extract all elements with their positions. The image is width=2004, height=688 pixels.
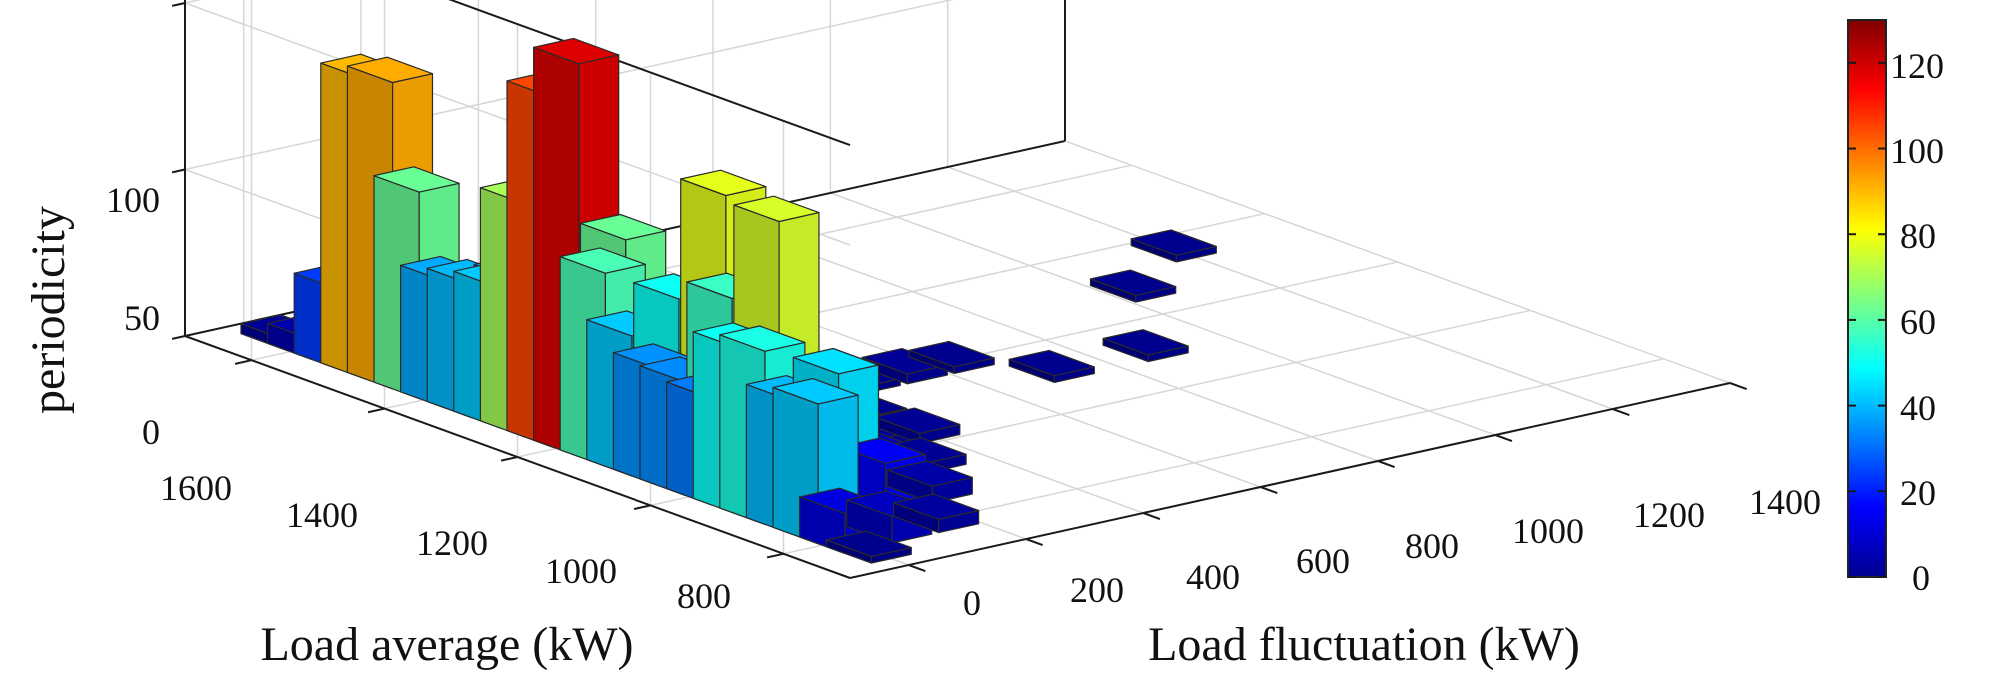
bar	[825, 530, 912, 564]
bar-top-face	[825, 530, 912, 558]
z-axis: 0 50 100 periodicity	[22, 180, 160, 452]
bars-group	[240, 37, 1217, 564]
bar	[908, 340, 995, 374]
bar	[874, 407, 961, 444]
bar-top-face	[908, 340, 995, 368]
bar	[892, 493, 980, 534]
colorbar-tick-label: 40	[1900, 388, 1936, 428]
colorbar-tick-label: 20	[1900, 473, 1936, 513]
x-axis-title: Load fluctuation (kW)	[1148, 618, 1580, 671]
bar-top-face	[579, 213, 667, 241]
bar	[886, 460, 973, 504]
colorbar-tick-label: 60	[1900, 302, 1936, 342]
bar-top-face	[1102, 329, 1189, 356]
box-edge	[448, 0, 851, 147]
z-tick-label: 0	[142, 412, 160, 452]
bar-top-face	[373, 166, 460, 193]
x-axis: 0 200 400 600 800 1000 1200 1400 Load fl…	[963, 482, 1821, 671]
z-tick-label: 100	[106, 180, 160, 220]
colorbar-tick-label: 0	[1912, 558, 1930, 598]
y-tick-label: 1000	[545, 551, 617, 591]
y-tick-label: 1400	[286, 495, 358, 535]
x-tick	[1612, 408, 1630, 416]
y-axis: 1600 1400 1200 1000 800 Load average (kW…	[160, 468, 731, 671]
z-axis-title: periodicity	[22, 206, 75, 414]
colorbar-gradient	[1847, 19, 1887, 578]
bar-top-face	[532, 37, 620, 65]
bar	[1008, 349, 1095, 383]
bar-top-face	[719, 325, 806, 352]
bar-top-face	[792, 347, 880, 375]
bar-top-face	[1130, 229, 1217, 256]
z-tick	[171, 2, 186, 7]
bar-top-face	[1008, 349, 1095, 377]
y-tick-label: 1600	[160, 468, 232, 508]
x-tick-label: 600	[1296, 541, 1350, 581]
bar-top-face	[733, 195, 820, 223]
colorbar: 0 20 40 60 80 100 120	[1847, 19, 1944, 598]
bar	[1102, 329, 1189, 363]
x-tick	[1025, 538, 1043, 546]
bar-top-face	[772, 378, 859, 405]
x-tick	[1494, 434, 1513, 442]
x-tick-label: 0	[963, 583, 981, 623]
y-tick-label: 800	[677, 576, 731, 616]
x-tick	[1142, 512, 1161, 520]
z-tick-label: 50	[124, 298, 160, 338]
x-tick-label: 1400	[1749, 482, 1821, 522]
colorbar-tick-label: 120	[1890, 46, 1944, 86]
y-tick	[633, 504, 651, 511]
y-tick	[367, 407, 385, 414]
x-tick-label: 400	[1186, 557, 1240, 597]
bar-top-face	[892, 493, 980, 520]
y-tick-label: 1200	[416, 523, 488, 563]
axis-line-x	[849, 382, 1731, 579]
x-tick	[1377, 460, 1395, 468]
colorbar-ticks	[1848, 61, 1886, 578]
colorbar-tick-label: 100	[1890, 131, 1944, 171]
x-tick-label: 800	[1405, 526, 1459, 566]
grid-line	[184, 0, 954, 171]
x-tick	[1260, 486, 1278, 494]
bar-top-face	[559, 247, 646, 274]
grid-line	[184, 0, 203, 4]
bar-top-face	[1089, 269, 1177, 296]
bar-top-face	[680, 169, 767, 197]
x-tick-label: 1200	[1633, 495, 1705, 535]
x-tick-label: 200	[1070, 570, 1124, 610]
z-tick	[171, 168, 186, 174]
y-axis-title: Load average (kW)	[260, 618, 633, 671]
z-tick	[171, 335, 186, 340]
x-tick-label: 1000	[1512, 511, 1584, 551]
y-tick	[234, 359, 252, 365]
bar	[1130, 229, 1217, 263]
bar-top-face	[861, 348, 948, 375]
bar-top-face	[886, 460, 973, 487]
bar	[1089, 269, 1177, 303]
bar-top-face	[346, 56, 434, 84]
x-tick	[1729, 382, 1747, 390]
colorbar-tick-label: 80	[1900, 216, 1936, 256]
bar-top-face	[874, 407, 961, 434]
x-tick	[908, 564, 926, 572]
y-tick	[766, 552, 784, 559]
y-tick	[500, 456, 518, 462]
